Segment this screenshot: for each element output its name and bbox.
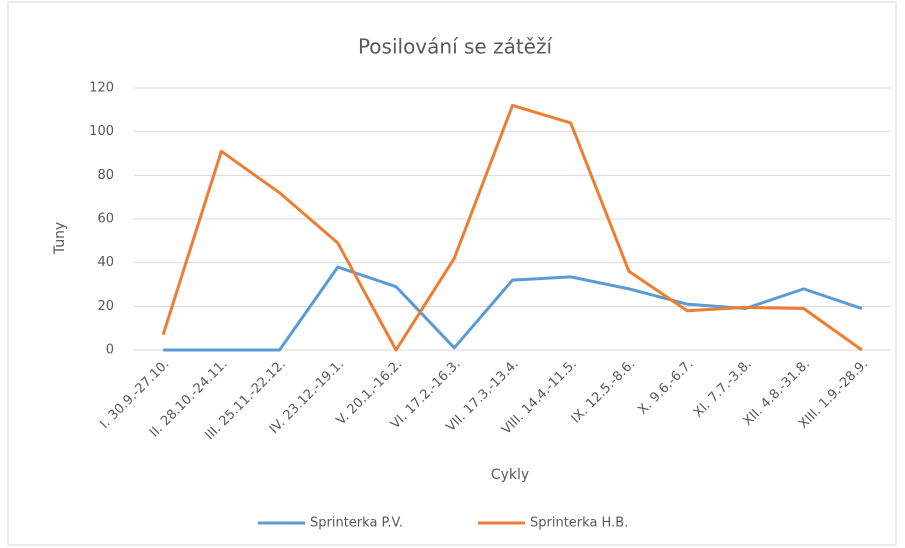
line-series	[161, 103, 863, 352]
y-tick-label: 0	[106, 343, 114, 358]
legend-label: Sprinterka H.B.	[530, 516, 628, 531]
chart-title: Posilování se zátěží	[358, 35, 554, 59]
y-tick-label: 60	[97, 212, 114, 227]
y-tick-label: 120	[89, 81, 114, 96]
y-tick-label: 80	[97, 168, 114, 183]
y-axis-label: Tuny	[52, 222, 68, 255]
y-tick-label: 40	[97, 255, 114, 270]
legend-label: Sprinterka P.V.	[310, 516, 403, 531]
y-tick-label: 20	[97, 299, 114, 314]
x-axis-label: Cykly	[491, 467, 529, 483]
chart-frame	[7, 1, 897, 546]
y-tick-label: 100	[89, 124, 114, 139]
